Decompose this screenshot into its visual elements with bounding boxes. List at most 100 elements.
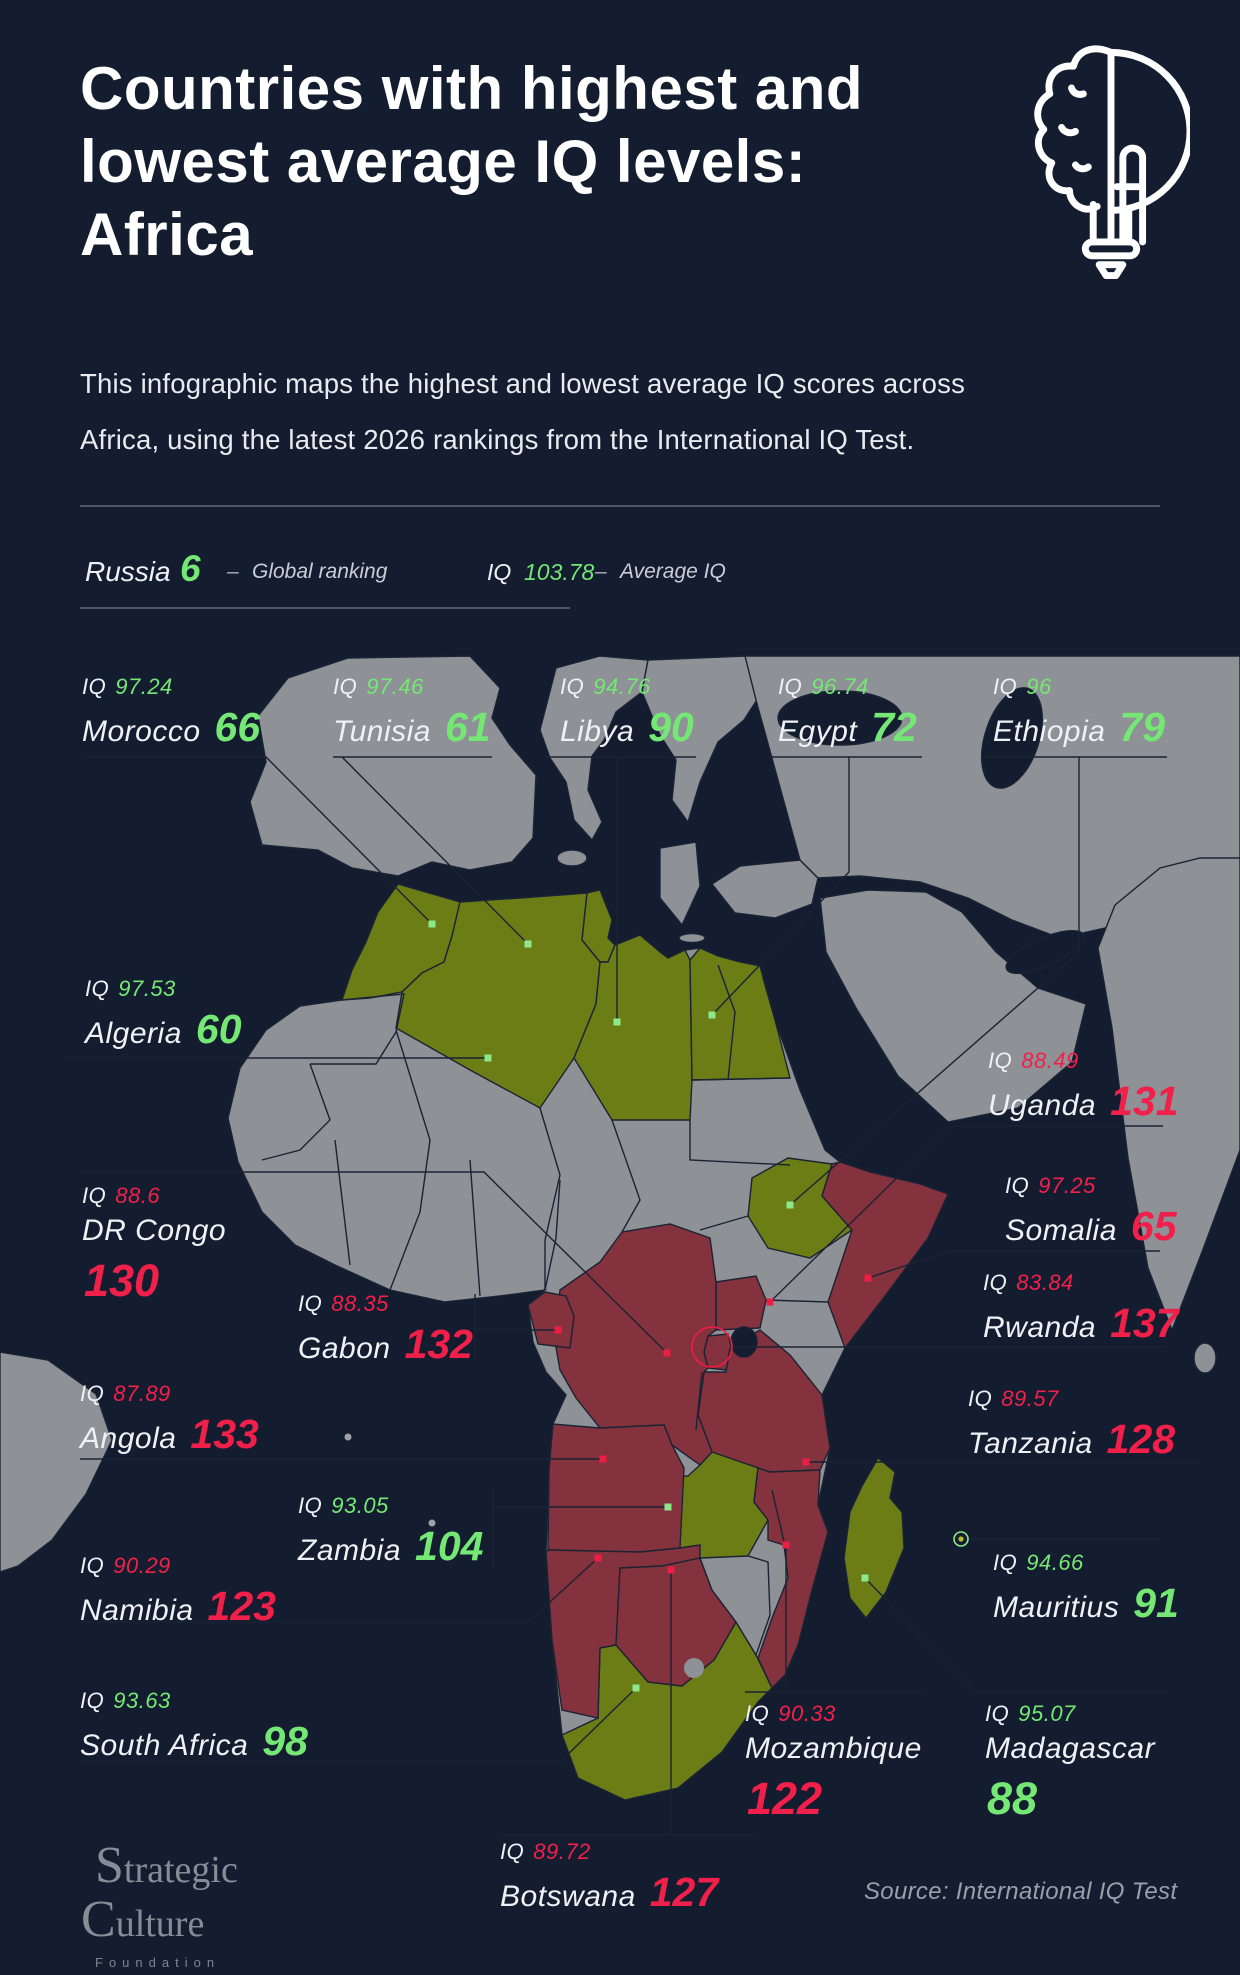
country-name: Uganda	[988, 1089, 1097, 1122]
iq-value: 96	[1026, 674, 1052, 699]
country-shape-uganda	[715, 1275, 767, 1331]
country-name: Tanzania	[968, 1427, 1093, 1460]
country-name: Mozambique	[745, 1732, 922, 1765]
subtitle: This infographic maps the highest and lo…	[80, 356, 1190, 468]
iq-prefix: IQ	[82, 674, 107, 699]
country-name: Algeria	[85, 1017, 182, 1050]
country-name: Libya	[560, 715, 635, 748]
iq-value: 97.46	[366, 674, 424, 699]
iq-value: 93.63	[113, 1688, 171, 1713]
global-rank: 123	[207, 1583, 276, 1629]
global-rank: 128	[1106, 1416, 1176, 1462]
country-shape-arabia	[819, 889, 1087, 1123]
global-rank: 127	[649, 1869, 719, 1915]
iq-prefix: IQ	[983, 1270, 1008, 1295]
label-madagascar: IQ 95.07 Madagascar 88	[985, 1701, 1155, 1824]
country-name: Zambia	[298, 1534, 402, 1567]
legend-example-rank: 6	[180, 548, 201, 589]
connector-morocco	[82, 756, 433, 925]
iq-value: 88.6	[115, 1183, 161, 1208]
source-credit: Source: International IQ Test	[864, 1878, 1178, 1905]
country-name: Mauritius	[993, 1591, 1120, 1624]
label-mozambique: IQ 90.33 Mozambique 122	[745, 1701, 922, 1822]
connector-namibia	[80, 1557, 599, 1623]
iq-prefix: IQ	[500, 1839, 525, 1864]
logo-line-1: Strategic	[95, 1837, 238, 1894]
label-egypt: IQ 96.74 Egypt 72	[778, 676, 917, 748]
iq-prefix: IQ	[80, 1688, 105, 1713]
connector-botswana	[500, 1570, 755, 1836]
iq-prefix: IQ	[560, 674, 585, 699]
iq-prefix: IQ	[985, 1701, 1010, 1726]
iq-prefix: IQ	[778, 674, 803, 699]
iq-value: 94.66	[1026, 1550, 1084, 1575]
label-gabon: IQ 88.35 Gabon 132	[298, 1293, 473, 1365]
iq-prefix: IQ	[80, 1553, 105, 1578]
connector-somalia	[867, 1250, 1160, 1279]
connector-uganda	[769, 1125, 1163, 1303]
iq-value: 90.33	[778, 1701, 836, 1726]
country-name: Namibia	[80, 1594, 194, 1627]
country-shape-botswana	[615, 1557, 737, 1687]
country-shape-south-america	[0, 1351, 113, 1573]
connector-madagascar	[864, 1577, 1170, 1693]
connector-dr-congo	[82, 1171, 668, 1354]
label-somalia: IQ 97.25 Somalia 65	[1005, 1175, 1177, 1247]
iq-value: 89.72	[533, 1839, 591, 1864]
subtitle-line-1: This infographic maps the highest and lo…	[80, 368, 966, 399]
iq-prefix: IQ	[298, 1493, 323, 1518]
mauritius-dot	[958, 1536, 964, 1542]
persian-gulf	[1005, 929, 1085, 975]
iq-prefix: IQ	[1005, 1173, 1030, 1198]
black-sea	[777, 690, 903, 746]
country-shape-madagascar	[843, 1456, 905, 1620]
iq-prefix: IQ	[993, 674, 1018, 699]
country-name: Morocco	[82, 715, 201, 748]
island-dot-1	[344, 1433, 352, 1441]
iq-value: 88.49	[1021, 1048, 1079, 1073]
label-botswana: IQ 89.72 Botswana 127	[500, 1841, 718, 1913]
iq-prefix: IQ	[298, 1291, 323, 1316]
iq-prefix: IQ	[988, 1048, 1013, 1073]
legend-example-iq: 103.78	[524, 559, 595, 585]
country-name: Egypt	[778, 715, 858, 748]
label-morocco: IQ 97.24 Morocco 66	[82, 676, 260, 748]
label-tunisia: IQ 97.46 Tunisia 61	[333, 676, 491, 748]
country-name: DR Congo	[82, 1214, 227, 1247]
label-namibia: IQ 90.29 Namibia 123	[80, 1555, 276, 1627]
subtitle-line-2: Africa, using the latest 2026 rankings f…	[80, 424, 915, 455]
legend-iq-caption: Average IQ	[620, 560, 726, 583]
iq-value: 96.74	[811, 674, 869, 699]
global-rank: 137	[1110, 1300, 1179, 1346]
label-drcongo: IQ 88.6 DR Congo 130	[82, 1183, 227, 1304]
caspian-sea	[981, 687, 1043, 789]
iq-value: 97.53	[118, 976, 176, 1001]
brain-lightbulb-icon	[1032, 36, 1194, 284]
iq-value: 94.76	[593, 674, 651, 699]
legend-example-country: Russia	[85, 556, 171, 587]
global-rank: 91	[1133, 1580, 1179, 1626]
country-shape-gabon	[527, 1291, 575, 1349]
sri-lanka	[1193, 1342, 1217, 1374]
country-name: Angola	[80, 1422, 177, 1455]
country-shape-turkey	[710, 859, 819, 919]
iq-value: 97.24	[115, 674, 173, 699]
country-shape-somalia	[821, 1161, 949, 1350]
country-name: Ethiopia	[993, 715, 1106, 748]
label-rwanda: IQ 83.84 Rwanda 137	[983, 1272, 1179, 1344]
global-rank: 98	[262, 1718, 308, 1764]
connector-south-africa	[80, 1687, 637, 1763]
country-name: Tunisia	[333, 715, 431, 748]
divider-top	[80, 505, 1160, 507]
iq-value: 90.29	[113, 1553, 171, 1578]
logo-line-2: Culture	[81, 1891, 205, 1948]
connector-zambia	[492, 1488, 668, 1567]
iq-prefix: IQ	[85, 976, 110, 1001]
global-rank: 88	[987, 1773, 1038, 1824]
iq-prefix: IQ	[968, 1386, 993, 1411]
country-name: Somalia	[1005, 1214, 1117, 1247]
strategic-culture-logo: Strategic Culture Foundation	[81, 1837, 238, 1970]
connector-mozambique	[745, 1545, 923, 1693]
country-shape-egypt	[689, 947, 791, 1081]
